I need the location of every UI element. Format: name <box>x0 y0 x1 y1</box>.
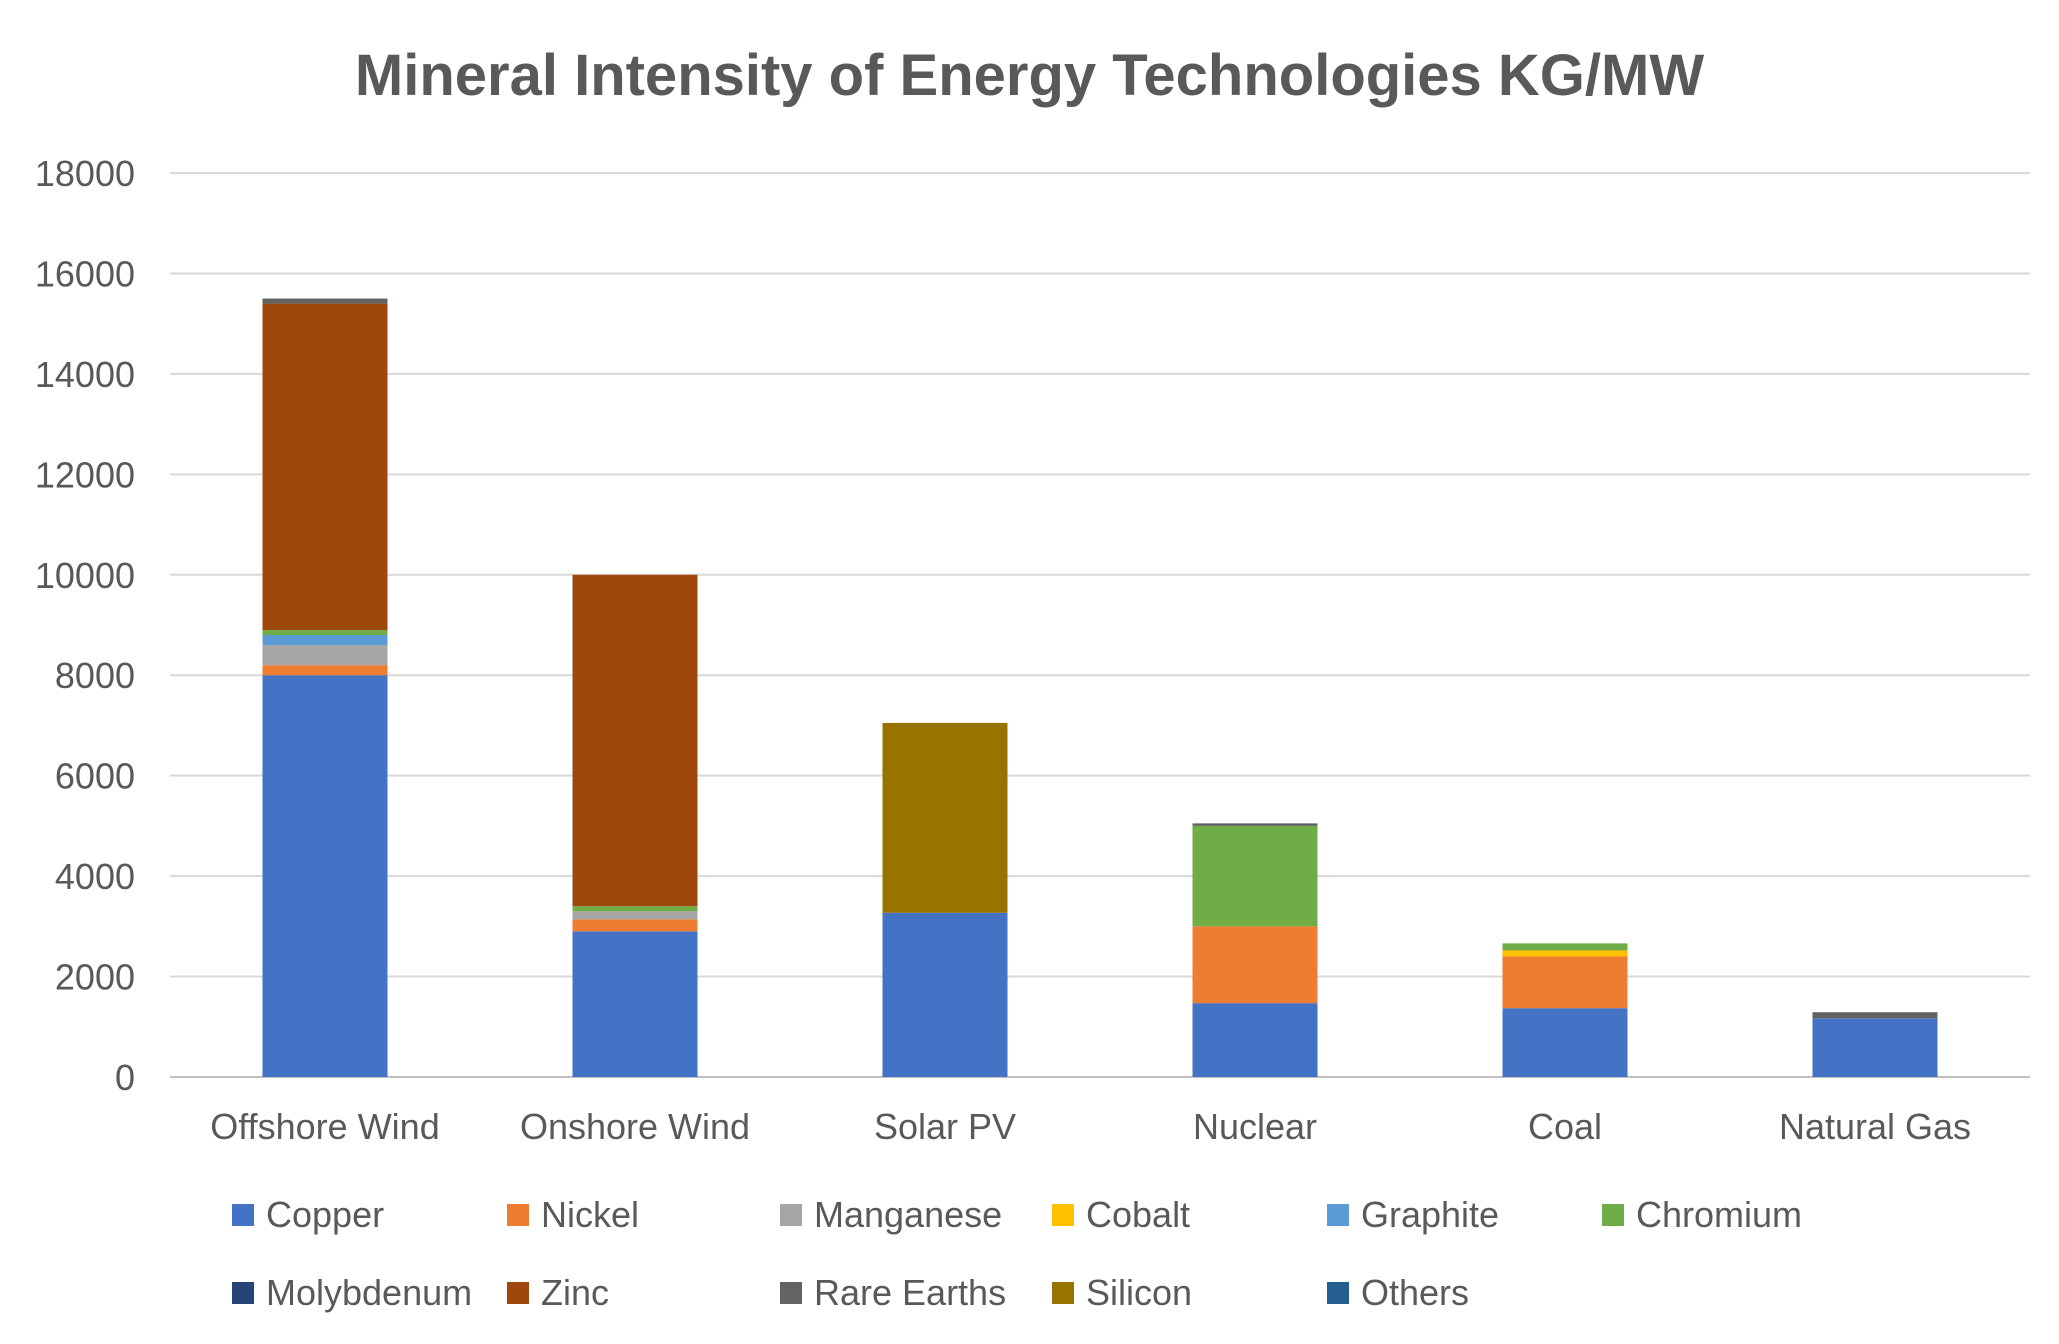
legend-item-chromium: Chromium <box>1602 1190 1802 1240</box>
legend-item-manganese: Manganese <box>780 1190 1002 1240</box>
legend-item-rare-earths: Rare Earths <box>780 1268 1006 1318</box>
y-tick-label: 0 <box>115 1057 135 1098</box>
legend-swatch <box>507 1282 529 1304</box>
bar-segment-manganese <box>572 911 698 920</box>
y-axis-ticks: 0 2000 4000 6000 8000 10000 12000 14000 16000 180… <box>35 153 135 1098</box>
bar-segment-zinc <box>262 303 388 631</box>
gridlines <box>170 172 2030 1078</box>
legend-swatch <box>232 1282 254 1304</box>
bar-segment-copper <box>1192 1003 1318 1077</box>
bar-segment-nickel <box>1502 956 1628 1009</box>
y-tick-label: 12000 <box>35 454 135 495</box>
x-tick-label: Coal <box>1528 1106 1602 1147</box>
legend-swatch <box>1327 1204 1349 1226</box>
legend-label: Molybdenum <box>266 1272 473 1313</box>
bar-segment-manganese <box>262 645 388 666</box>
bar-segment-rare-earths <box>1812 1012 1938 1019</box>
bar-segment-zinc <box>572 574 698 907</box>
y-tick-label: 4000 <box>55 856 135 897</box>
y-tick-label: 16000 <box>35 253 135 294</box>
legend-label: Graphite <box>1361 1194 1500 1235</box>
x-tick-label: Nuclear <box>1193 1106 1317 1147</box>
legend-label: Chromium <box>1636 1194 1803 1235</box>
legend-label: Others <box>1361 1272 1470 1313</box>
x-tick-label: Offshore Wind <box>210 1106 439 1147</box>
legend-item-graphite: Graphite <box>1327 1190 1499 1240</box>
legend-swatch <box>1602 1204 1624 1226</box>
bar-segment-nickel <box>1192 926 1318 1004</box>
legend-label: Rare Earths <box>814 1272 1007 1313</box>
bar-segment-copper <box>572 931 698 1077</box>
y-tick-label: 10000 <box>35 555 135 596</box>
y-tick-label: 8000 <box>55 655 135 696</box>
legend-swatch <box>780 1204 802 1226</box>
bar-segment-graphite <box>262 635 388 646</box>
legend-label: Nickel <box>541 1194 640 1235</box>
bar-segment-copper <box>1812 1018 1938 1077</box>
legend-item-molybdenum: Molybdenum <box>232 1268 472 1318</box>
x-tick-label: Solar PV <box>874 1106 1016 1147</box>
bar-segment-rare-earths <box>1192 823 1318 826</box>
legend-item-copper: Copper <box>232 1190 384 1240</box>
x-tick-label: Onshore Wind <box>520 1106 750 1147</box>
legend-label: Zinc <box>541 1272 610 1313</box>
legend-swatch <box>1327 1282 1349 1304</box>
x-tick-label: Natural Gas <box>1779 1106 1971 1147</box>
bar-segment-chromium <box>572 906 698 912</box>
legend-label: Cobalt <box>1086 1194 1191 1235</box>
legend-label: Silicon <box>1086 1272 1193 1313</box>
legend-swatch <box>232 1204 254 1226</box>
bar-segment-silicon <box>882 722 1008 913</box>
y-tick-label: 6000 <box>55 756 135 797</box>
legend-item-others: Others <box>1327 1268 1469 1318</box>
bar-segment-copper <box>882 912 1008 1077</box>
y-tick-label: 2000 <box>55 957 135 998</box>
bar-segment-copper <box>1502 1008 1628 1077</box>
bar-segment-chromium <box>1192 825 1318 927</box>
bar-segment-chromium <box>262 630 388 636</box>
bar-segment-copper <box>262 675 388 1077</box>
legend-label: Manganese <box>814 1194 1003 1235</box>
legend-item-zinc: Zinc <box>507 1268 609 1318</box>
legend-item-nickel: Nickel <box>507 1190 639 1240</box>
legend-swatch <box>507 1204 529 1226</box>
legend-label: Copper <box>266 1194 385 1235</box>
chart-title: Mineral Intensity of Energy Technologies… <box>354 43 1705 108</box>
bar-segment-rare-earths <box>262 298 388 304</box>
bars <box>262 298 1938 1077</box>
legend-item-cobalt: Cobalt <box>1052 1190 1190 1240</box>
legend-swatch <box>780 1282 802 1304</box>
legend-swatch <box>1052 1204 1074 1226</box>
bar-segment-nickel <box>572 919 698 932</box>
legend-item-silicon: Silicon <box>1052 1268 1192 1318</box>
bar-segment-nickel <box>262 665 388 676</box>
y-tick-label: 14000 <box>35 354 135 395</box>
y-tick-label: 18000 <box>35 153 135 194</box>
bar-segment-chromium <box>1502 943 1628 951</box>
bar-segment-cobalt <box>1502 950 1628 957</box>
legend-swatch <box>1052 1282 1074 1304</box>
x-axis-ticks: Offshore Wind Onshore Wind Solar PV Nuclear… <box>210 1106 1971 1147</box>
